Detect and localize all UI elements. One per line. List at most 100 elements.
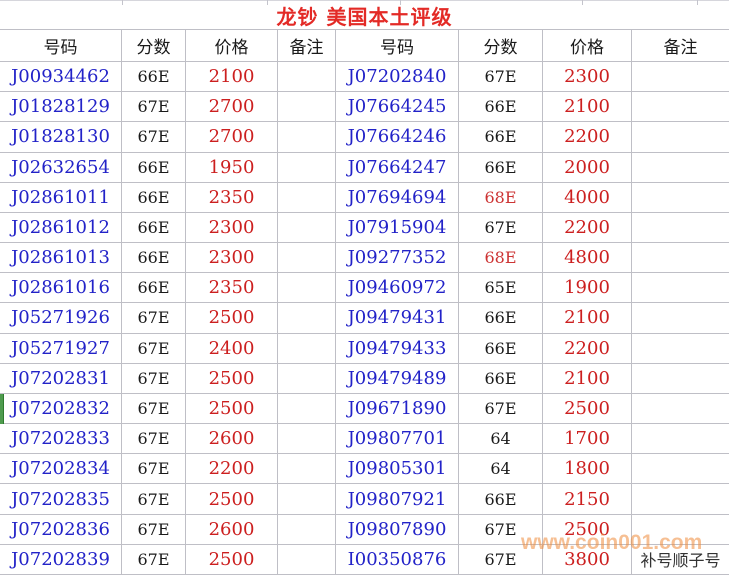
- cell-note[interactable]: [278, 514, 336, 545]
- cell-score[interactable]: 68E: [459, 182, 543, 213]
- cell-serial[interactable]: J02861016: [0, 273, 122, 304]
- cell-serial[interactable]: I00350876: [336, 544, 459, 575]
- cell-serial[interactable]: J09805301: [336, 454, 459, 485]
- cell-note[interactable]: [632, 122, 729, 153]
- cell-note[interactable]: [632, 273, 729, 304]
- cell-score[interactable]: 64: [459, 424, 543, 455]
- header-note-right[interactable]: 备注: [632, 30, 729, 62]
- cell-score[interactable]: 67E: [122, 393, 186, 425]
- cell-serial[interactable]: J07694694: [336, 182, 459, 213]
- cell-score[interactable]: 68E: [459, 243, 543, 274]
- cell-note[interactable]: 补号顺子号: [632, 545, 729, 575]
- cell-note[interactable]: [278, 182, 336, 213]
- cell-serial[interactable]: J01828130: [0, 122, 122, 153]
- cell-serial[interactable]: J07202840: [336, 62, 459, 93]
- cell-price[interactable]: 2500: [543, 514, 632, 545]
- cell-score[interactable]: 66E: [459, 92, 543, 123]
- cell-serial[interactable]: J05271926: [0, 303, 122, 334]
- cell-note[interactable]: [632, 153, 729, 183]
- header-score-left[interactable]: 分数: [122, 30, 186, 62]
- cell-note[interactable]: [632, 364, 729, 394]
- cell-serial[interactable]: J07915904: [336, 212, 459, 244]
- cell-serial[interactable]: J05271927: [0, 333, 122, 364]
- cell-price[interactable]: 2350: [186, 273, 278, 304]
- cell-note[interactable]: [278, 92, 336, 123]
- cell-price[interactable]: 2700: [186, 92, 278, 123]
- cell-score[interactable]: 67E: [122, 122, 186, 153]
- cell-price[interactable]: 2700: [186, 122, 278, 153]
- cell-price[interactable]: 2400: [186, 333, 278, 364]
- cell-serial[interactable]: J07202834: [0, 454, 122, 485]
- cell-price[interactable]: 2200: [543, 122, 632, 153]
- cell-score[interactable]: 67E: [459, 514, 543, 545]
- cell-note[interactable]: [632, 454, 729, 485]
- cell-serial[interactable]: J09277352: [336, 243, 459, 274]
- header-price-left[interactable]: 价格: [186, 30, 278, 62]
- cell-score[interactable]: 67E: [122, 92, 186, 123]
- cell-score[interactable]: 66E: [122, 152, 186, 183]
- cell-price[interactable]: 1950: [186, 152, 278, 183]
- cell-score[interactable]: 67E: [122, 484, 186, 515]
- cell-serial[interactable]: J07202832: [0, 393, 122, 425]
- cell-note[interactable]: [278, 122, 336, 153]
- cell-score[interactable]: 67E: [122, 514, 186, 545]
- cell-price[interactable]: 2300: [186, 212, 278, 244]
- cell-note[interactable]: [632, 303, 729, 334]
- cell-score[interactable]: 66E: [459, 333, 543, 364]
- cell-price[interactable]: 2500: [186, 544, 278, 575]
- cell-score[interactable]: 67E: [459, 544, 543, 575]
- cell-price[interactable]: 2200: [543, 333, 632, 364]
- header-price-right[interactable]: 价格: [543, 30, 632, 62]
- cell-price[interactable]: 2300: [186, 243, 278, 274]
- cell-score[interactable]: 66E: [122, 273, 186, 304]
- cell-price[interactable]: 2150: [543, 484, 632, 515]
- cell-score[interactable]: 67E: [122, 363, 186, 394]
- cell-score[interactable]: 67E: [122, 544, 186, 575]
- cell-price[interactable]: 2100: [543, 92, 632, 123]
- cell-serial[interactable]: J07664246: [336, 122, 459, 153]
- header-note-left[interactable]: 备注: [278, 30, 336, 62]
- cell-note[interactable]: [632, 424, 729, 455]
- cell-score[interactable]: 66E: [122, 243, 186, 274]
- cell-score[interactable]: 66E: [459, 152, 543, 183]
- cell-price[interactable]: 2200: [543, 212, 632, 244]
- cell-price[interactable]: 4000: [543, 182, 632, 213]
- cell-score[interactable]: 65E: [459, 273, 543, 304]
- cell-note[interactable]: [278, 424, 336, 455]
- cell-note[interactable]: [632, 92, 729, 123]
- cell-note[interactable]: [278, 333, 336, 364]
- cell-score[interactable]: 67E: [459, 212, 543, 244]
- cell-note[interactable]: [632, 183, 729, 213]
- cell-note[interactable]: [278, 243, 336, 274]
- cell-price[interactable]: 2500: [543, 393, 632, 425]
- cell-note[interactable]: [278, 62, 336, 93]
- cell-note[interactable]: [632, 484, 729, 515]
- cell-serial[interactable]: J09479489: [336, 363, 459, 394]
- cell-note[interactable]: [278, 454, 336, 485]
- header-serial-left[interactable]: 号码: [0, 30, 122, 62]
- cell-score[interactable]: 67E: [122, 424, 186, 455]
- cell-note[interactable]: [632, 334, 729, 364]
- cell-note[interactable]: [632, 62, 729, 93]
- cell-price[interactable]: 2000: [543, 152, 632, 183]
- cell-note[interactable]: [278, 303, 336, 334]
- cell-price[interactable]: 2100: [186, 62, 278, 93]
- cell-serial[interactable]: J07664247: [336, 152, 459, 183]
- cell-score[interactable]: 66E: [122, 182, 186, 213]
- header-score-right[interactable]: 分数: [459, 30, 543, 62]
- cell-score[interactable]: 64: [459, 454, 543, 485]
- cell-serial[interactable]: J07202833: [0, 424, 122, 455]
- cell-price[interactable]: 2500: [186, 303, 278, 334]
- cell-serial[interactable]: J07202836: [0, 514, 122, 545]
- cell-serial[interactable]: J02861013: [0, 243, 122, 274]
- title-cell[interactable]: 龙钞 美国本土评级: [0, 1, 729, 30]
- cell-price[interactable]: 2500: [186, 363, 278, 394]
- cell-note[interactable]: [278, 273, 336, 304]
- cell-price[interactable]: 2200: [186, 454, 278, 485]
- cell-price[interactable]: 2300: [543, 62, 632, 93]
- cell-score[interactable]: 67E: [122, 333, 186, 364]
- cell-serial[interactable]: J09807701: [336, 424, 459, 455]
- cell-score[interactable]: 67E: [459, 393, 543, 425]
- cell-serial[interactable]: J09807921: [336, 484, 459, 515]
- cell-note[interactable]: [278, 484, 336, 515]
